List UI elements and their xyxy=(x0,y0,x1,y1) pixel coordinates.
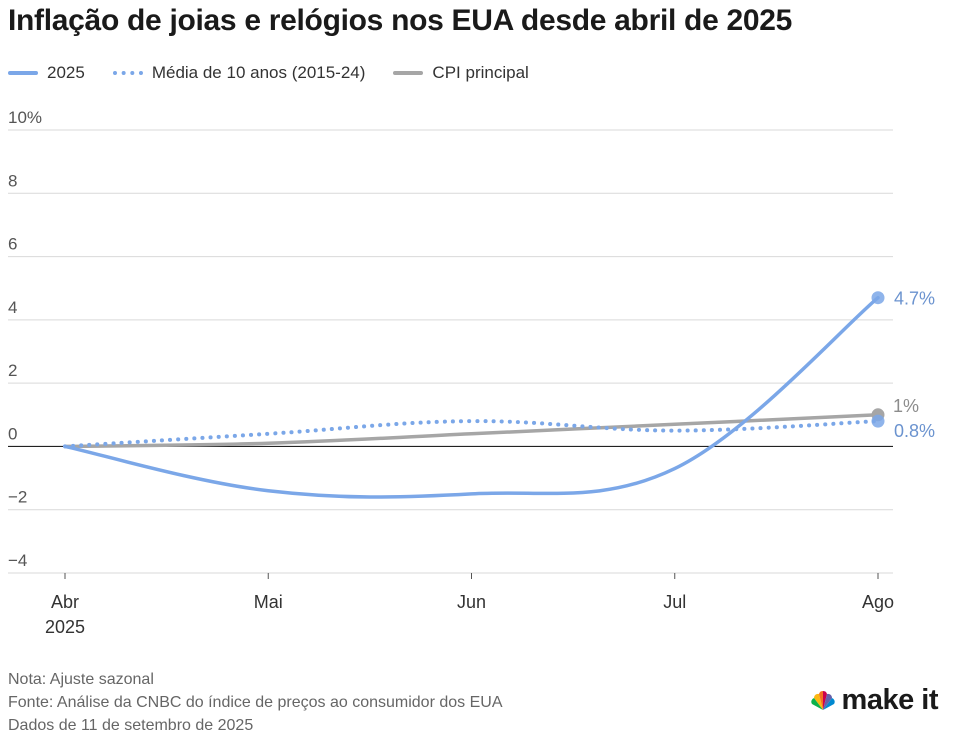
brand-name: make it xyxy=(841,684,939,716)
y-tick-label: 6 xyxy=(8,235,17,254)
x-tick-label: Abr xyxy=(51,592,79,612)
legend-swatch-headline-cpi xyxy=(393,71,424,75)
x-tick-label: Ago xyxy=(862,592,894,612)
legend-item-2025: 2025 xyxy=(8,63,85,83)
end-label-10yr-average: 0.8% xyxy=(894,421,935,441)
y-tick-label: 0 xyxy=(8,424,17,443)
y-tick-label: −2 xyxy=(8,488,27,507)
peacock-icon xyxy=(810,690,835,710)
legend-label-headline-cpi: CPI principal xyxy=(432,63,529,82)
chart-title: Inflação de joias e relógios nos EUA des… xyxy=(8,4,793,37)
y-tick-label: 8 xyxy=(8,171,17,190)
y-tick-label: 4 xyxy=(8,298,17,317)
legend-item-10yr-average: Média de 10 anos (2015-24) xyxy=(112,63,366,83)
y-tick-label: 10% xyxy=(8,108,42,127)
legend-item-headline-cpi: CPI principal xyxy=(393,63,529,83)
legend-swatch-10yr-average xyxy=(112,71,143,75)
y-tick-label: 2 xyxy=(8,361,17,380)
x-tick-label: Jun xyxy=(457,592,486,612)
note-source: Fonte: Análise da CNBC do índice de preç… xyxy=(8,694,503,711)
note-adjustment: Nota: Ajuste sazonal xyxy=(8,671,154,688)
legend-swatch-2025 xyxy=(8,71,38,75)
legend-label-2025: 2025 xyxy=(47,63,85,82)
chart-notes: Nota: Ajuste sazonal Fonte: Análise da C… xyxy=(8,668,503,737)
x-tick-label: Mai xyxy=(254,592,283,612)
chart-legend: 2025 Média de 10 anos (2015-24) CPI prin… xyxy=(8,62,557,84)
x-tick-label: Jul xyxy=(663,592,686,612)
data-point-10yr-average xyxy=(871,414,885,428)
end-label-headline-cpi: 1% xyxy=(893,396,919,416)
series-line-2025 xyxy=(63,295,880,499)
data-point-2025 xyxy=(871,291,885,305)
cnbc-make-it-logo: make it xyxy=(810,684,939,717)
note-date: Dados de 11 de setembro de 2025 xyxy=(8,717,254,734)
series-line-10yr-average xyxy=(63,419,880,449)
series-line-headline-cpi xyxy=(63,413,880,449)
legend-label-10yr-average: Média de 10 anos (2015-24) xyxy=(151,63,366,82)
end-label-2025: 4.7% xyxy=(894,289,935,309)
line-chart: 10% 8 6 4 2 0 −2 −4 Abr Mai Jun Jul Ago 2025 4.7% 0.8% 1… xyxy=(8,108,935,637)
x-tick-sublabel: 2025 xyxy=(45,617,85,637)
y-tick-label: −4 xyxy=(8,551,27,570)
